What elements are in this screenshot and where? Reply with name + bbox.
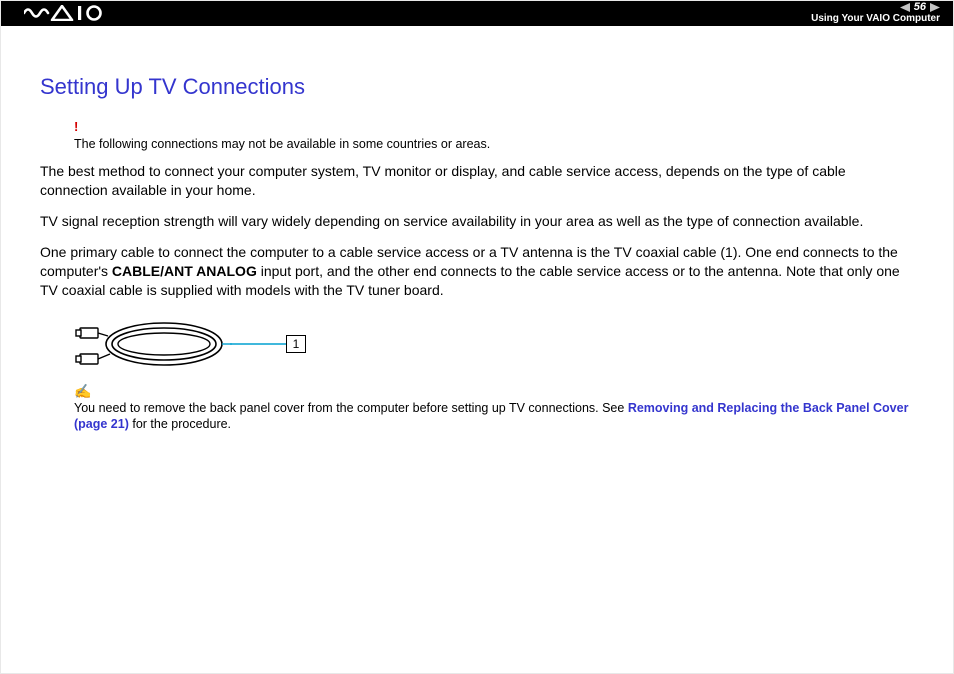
cable-figure: 1 [74,314,914,374]
note-text: You need to remove the back panel cover … [74,400,914,434]
callout-label: 1 [286,335,306,353]
next-page-icon[interactable] [930,3,940,12]
paragraph-1: The best method to connect your computer… [40,162,914,200]
warning-note: ! The following connections may not be a… [40,118,914,152]
warning-text: The following connections may not be ava… [74,136,490,152]
page-title: Setting Up TV Connections [40,74,914,100]
coax-cable-icon [74,314,232,374]
callout-connector [230,343,286,345]
p3-bold: CABLE/ANT ANALOG [112,263,257,279]
page-content: Setting Up TV Connections ! The followin… [0,26,954,433]
header-bar: 56 Using Your VAIO Computer [0,0,954,26]
paragraph-3: One primary cable to connect the compute… [40,243,914,300]
breadcrumb: Using Your VAIO Computer [811,14,940,24]
vaio-logo [24,5,116,21]
page-nav: 56 [900,2,940,13]
prev-page-icon[interactable] [900,3,910,12]
header-right: 56 Using Your VAIO Computer [811,0,940,26]
paragraph-2: TV signal reception strength will vary w… [40,212,914,231]
note-pre: You need to remove the back panel cover … [74,401,628,415]
warning-icon: ! [74,119,78,134]
pencil-icon: ✍ [74,384,914,398]
warning-text-wrap: ! The following connections may not be a… [74,118,490,152]
page-number: 56 [914,2,926,13]
note-post: for the procedure. [129,417,231,431]
tip-note: ✍ You need to remove the back panel cove… [40,384,914,434]
